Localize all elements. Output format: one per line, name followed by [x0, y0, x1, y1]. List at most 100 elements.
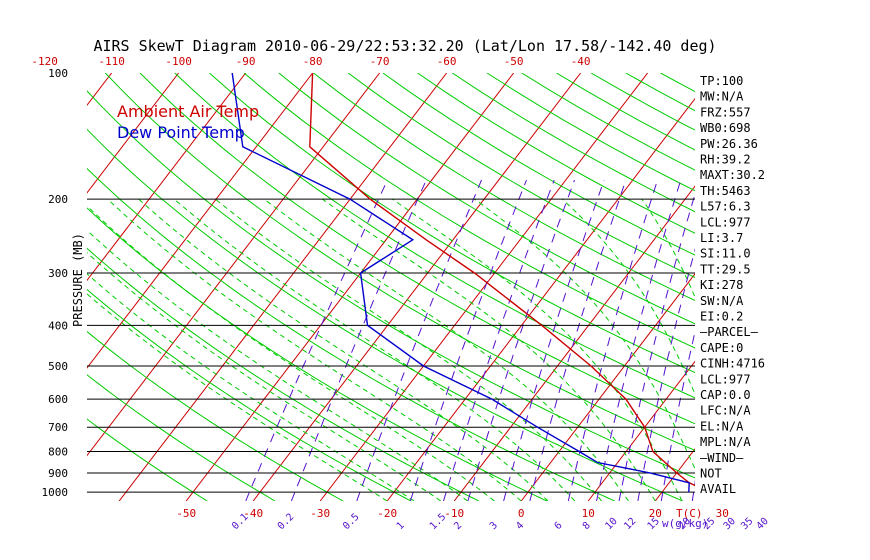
moist-adiabat-line	[138, 198, 549, 501]
dry-adiabat-line	[660, 73, 695, 93]
dry-adiabat-line	[243, 73, 695, 349]
sounding-index-item: MW:N/A	[700, 90, 744, 104]
bottom-temp-tick-label: -10	[444, 507, 464, 520]
mixing-ratio-line	[467, 179, 575, 501]
isotherm-line	[856, 73, 870, 501]
top-temp-tick-label: -90	[236, 55, 256, 68]
moist-adiabat-line	[392, 198, 683, 501]
dry-adiabat-line	[87, 167, 615, 501]
dry-adiabat-line	[313, 73, 695, 301]
moist-adiabat-line	[87, 205, 495, 501]
moist-adiabat-line	[263, 198, 629, 501]
mixing-ratio-line	[637, 247, 695, 501]
top-temp-tick-labels: -120 -110 -100 -90 -80 -70 -60 -50 -40	[31, 55, 590, 68]
top-temp-tick-label: -110	[98, 55, 125, 68]
mixing-ratio-tick-label: 1	[395, 520, 407, 532]
sounding-index-item: TP:100	[700, 74, 743, 88]
top-temp-tick-label: -40	[571, 55, 591, 68]
bottom-temp-tick-label: -40	[243, 507, 263, 520]
top-temp-tick-label: -100	[165, 55, 192, 68]
mixing-ratio-line	[290, 179, 427, 501]
bottom-temp-tick-label: -20	[377, 507, 397, 520]
dry-adiabat-line	[278, 73, 695, 325]
mixing-ratio-tick-label: 4	[514, 520, 526, 532]
bottom-temp-tick-labels: -50 -40 -30 -20 -10 0 10 20 30	[176, 507, 729, 520]
mixing-ratio-line	[443, 179, 555, 501]
bottom-temp-tick-label: 30	[716, 507, 729, 520]
y-axis-label: PRESSURE (MB)	[71, 233, 85, 327]
background-lines	[0, 73, 870, 501]
sounding-index-item: EL:N/A	[700, 419, 744, 433]
sounding-index-item: TH:5463	[700, 184, 751, 198]
bottom-temp-tick-label: -30	[310, 507, 330, 520]
sounding-index-item: SW:N/A	[700, 294, 744, 308]
moist-adiabat-line	[215, 198, 602, 501]
sounding-index-item: PW:26.36	[700, 137, 758, 151]
sounding-index-item: SI:11.0	[700, 247, 751, 261]
isotherm-line	[0, 73, 45, 501]
mixing-ratio-tick-label: 8	[581, 520, 593, 532]
pressure-tick-label: 100	[48, 67, 68, 80]
sounding-index-item: —PARCEL—	[700, 325, 759, 339]
moist-adiabat-line	[87, 273, 415, 501]
isobar-lines	[87, 198, 695, 493]
pressure-tick-label: 500	[48, 360, 68, 373]
dry-adiabat-line	[87, 90, 695, 479]
mixing-ratio-line	[245, 179, 388, 501]
isotherm-line	[118, 73, 448, 501]
isotherm-line	[789, 73, 870, 501]
sounding-index-item: AVAIL	[700, 482, 736, 496]
sounding-index-item: EI:0.2	[700, 310, 743, 324]
bottom-temp-tick-label: 0	[518, 507, 525, 520]
dew-point-temp-line	[231, 73, 690, 493]
isotherm-line	[185, 73, 515, 501]
dry-adiabat-line	[87, 418, 208, 501]
mixing-ratio-unit-label: w(g/kg)	[662, 517, 708, 530]
dry-adiabat-line	[104, 73, 695, 451]
dry-adiabat-line	[87, 330, 344, 501]
dry-adiabat-line	[87, 247, 480, 501]
pressure-tick-label: 1000	[42, 486, 69, 499]
dry-adiabat-line	[765, 73, 870, 501]
dry-adiabat-line	[486, 73, 695, 192]
top-temp-tick-label: -80	[303, 55, 323, 68]
isotherm-line	[87, 73, 381, 457]
isotherm-line	[654, 448, 695, 501]
legend-dew-point-temp: Dew Point Temp	[117, 123, 245, 142]
dry-adiabat-line	[87, 374, 276, 501]
pressure-tick-label: 900	[48, 467, 68, 480]
mixing-ratio-line	[529, 179, 627, 501]
pressure-tick-label: 200	[48, 193, 68, 206]
moist-adiabat-line	[87, 293, 388, 501]
sounding-index-item: LI:3.7	[700, 231, 743, 245]
sounding-index-item: NOT	[700, 467, 722, 481]
sounding-index-item: KI:278	[700, 278, 743, 292]
mixing-ratio-line	[356, 179, 482, 501]
sounding-index-item: CINH:4716	[700, 357, 765, 371]
mixing-ratio-tick-label: 3	[488, 520, 500, 532]
mixing-ratio-line	[567, 179, 658, 501]
sounding-index-item: LCL:977	[700, 372, 751, 386]
sounding-index-item: CAP:0.0	[700, 388, 751, 402]
pressure-tick-label: 400	[48, 319, 68, 332]
ambient-air-temp-line	[309, 73, 695, 487]
mixing-ratio-tick-label: 0.5	[341, 512, 362, 533]
isotherm-line	[87, 73, 180, 194]
mixing-ratio-tick-label: 2	[452, 520, 464, 532]
sounding-index-item: L57:6.3	[700, 200, 751, 214]
legend-ambient-air-temp: Ambient Air Temp	[117, 102, 259, 121]
sounding-index-item: LFC:N/A	[700, 404, 751, 418]
dry-adiabat-line	[521, 73, 695, 171]
isotherm-line	[87, 73, 314, 369]
sounding-index-item: CAPE:0	[700, 341, 743, 355]
bottom-temp-tick-label: 10	[582, 507, 595, 520]
isotherm-line	[87, 73, 247, 282]
pressure-tick-label: 600	[48, 393, 68, 406]
dry-adiabat-line	[87, 288, 412, 501]
isotherm-line	[252, 73, 582, 501]
sounding-index-item: MAXT:30.2	[700, 168, 765, 182]
sounding-index-item: —WIND—	[700, 451, 744, 465]
dry-adiabat-line	[209, 73, 695, 374]
